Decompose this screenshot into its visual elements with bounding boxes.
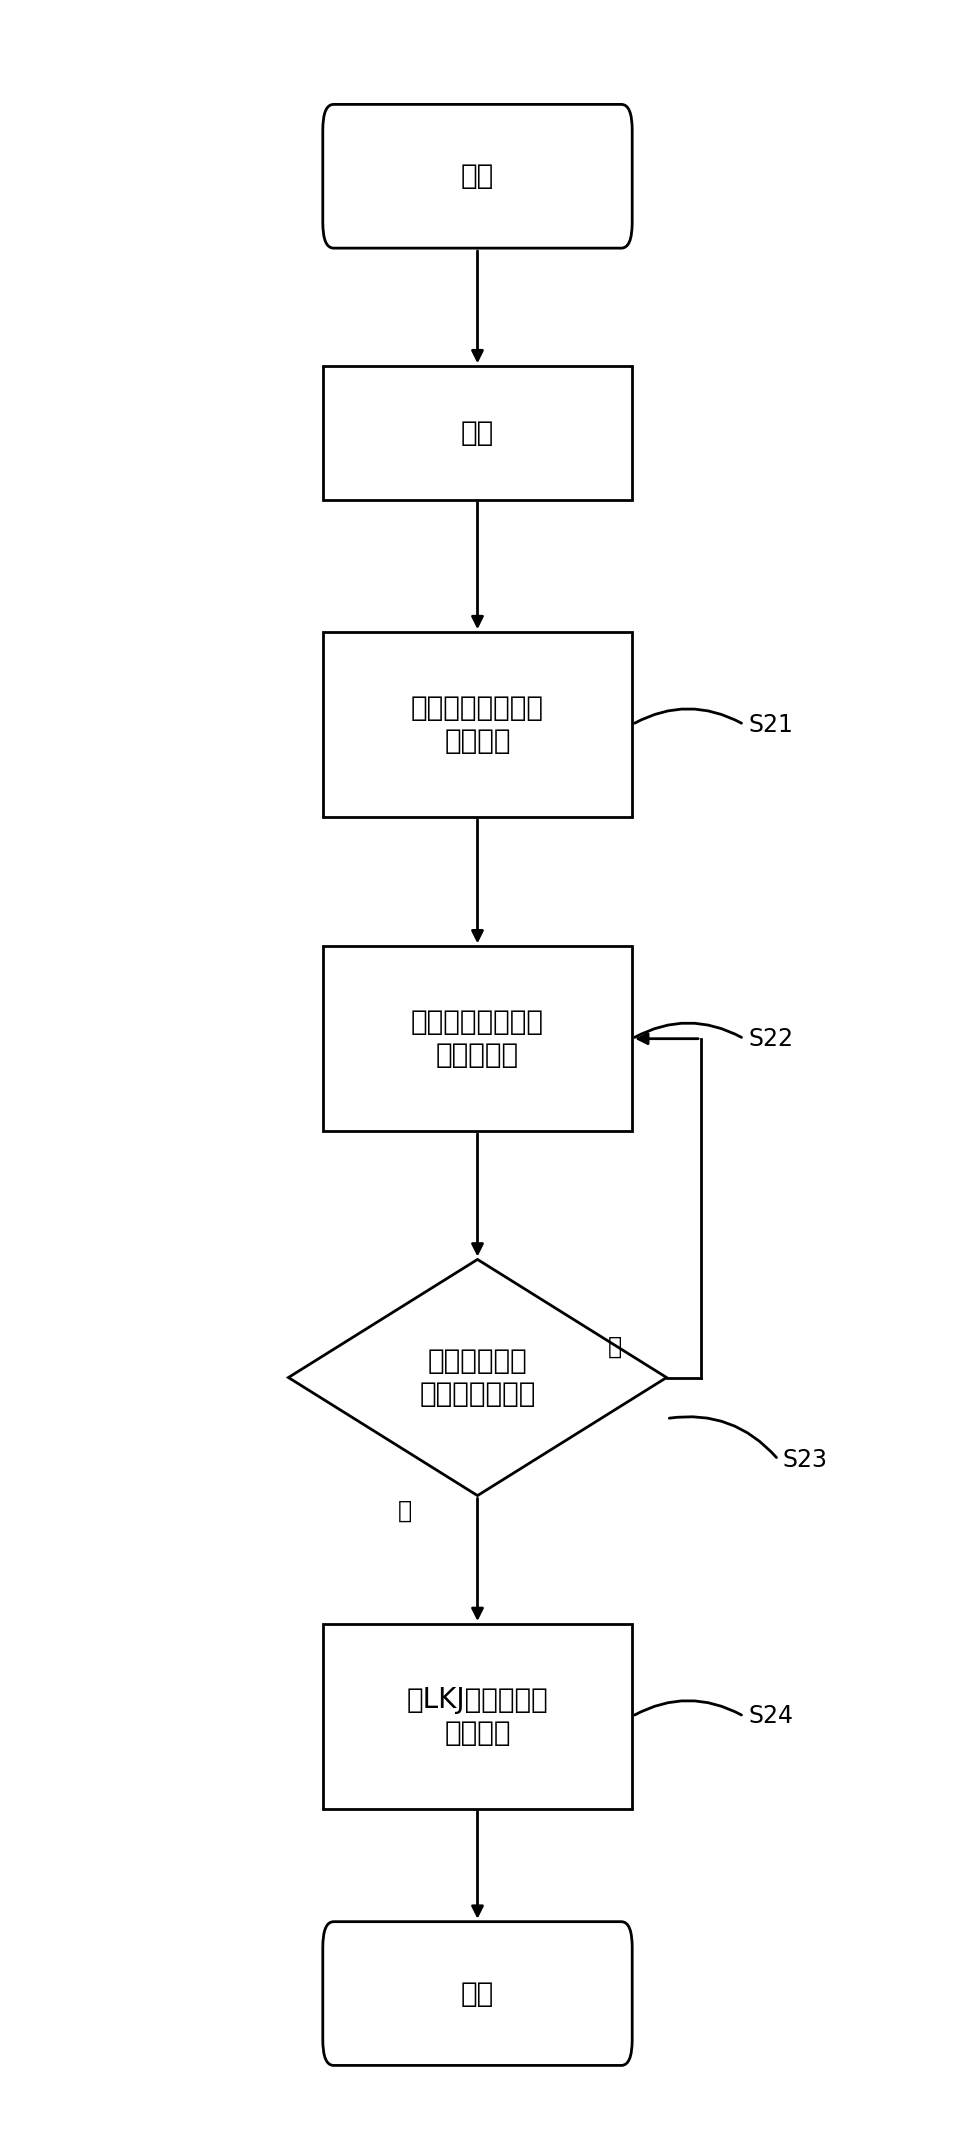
Text: 接收当前车站联锁
广播信息: 接收当前车站联锁 广播信息 <box>411 695 544 755</box>
Text: 确定机车位置，搜
索进路数据: 确定机车位置，搜 索进路数据 <box>411 1007 544 1070</box>
Text: S21: S21 <box>749 712 793 736</box>
Text: S23: S23 <box>783 1448 828 1472</box>
Text: 结束: 结束 <box>461 1979 494 2009</box>
FancyBboxPatch shape <box>323 105 632 248</box>
Bar <box>323 1624 632 1810</box>
Bar <box>323 633 632 817</box>
Text: 开始: 开始 <box>461 163 494 190</box>
Bar <box>323 945 632 1132</box>
Text: 向LKJ发送开车对
标点距离: 向LKJ发送开车对 标点距离 <box>407 1686 548 1748</box>
Bar <box>323 366 632 501</box>
FancyBboxPatch shape <box>323 1921 632 2066</box>
Text: 等待: 等待 <box>461 419 494 447</box>
Text: S22: S22 <box>749 1027 794 1050</box>
Text: 否: 否 <box>608 1335 622 1358</box>
Polygon shape <box>288 1260 667 1495</box>
Text: 是: 是 <box>397 1499 412 1523</box>
Text: 进路是存在开
车对标点数据？: 进路是存在开 车对标点数据？ <box>419 1348 536 1407</box>
Text: S24: S24 <box>749 1705 794 1728</box>
